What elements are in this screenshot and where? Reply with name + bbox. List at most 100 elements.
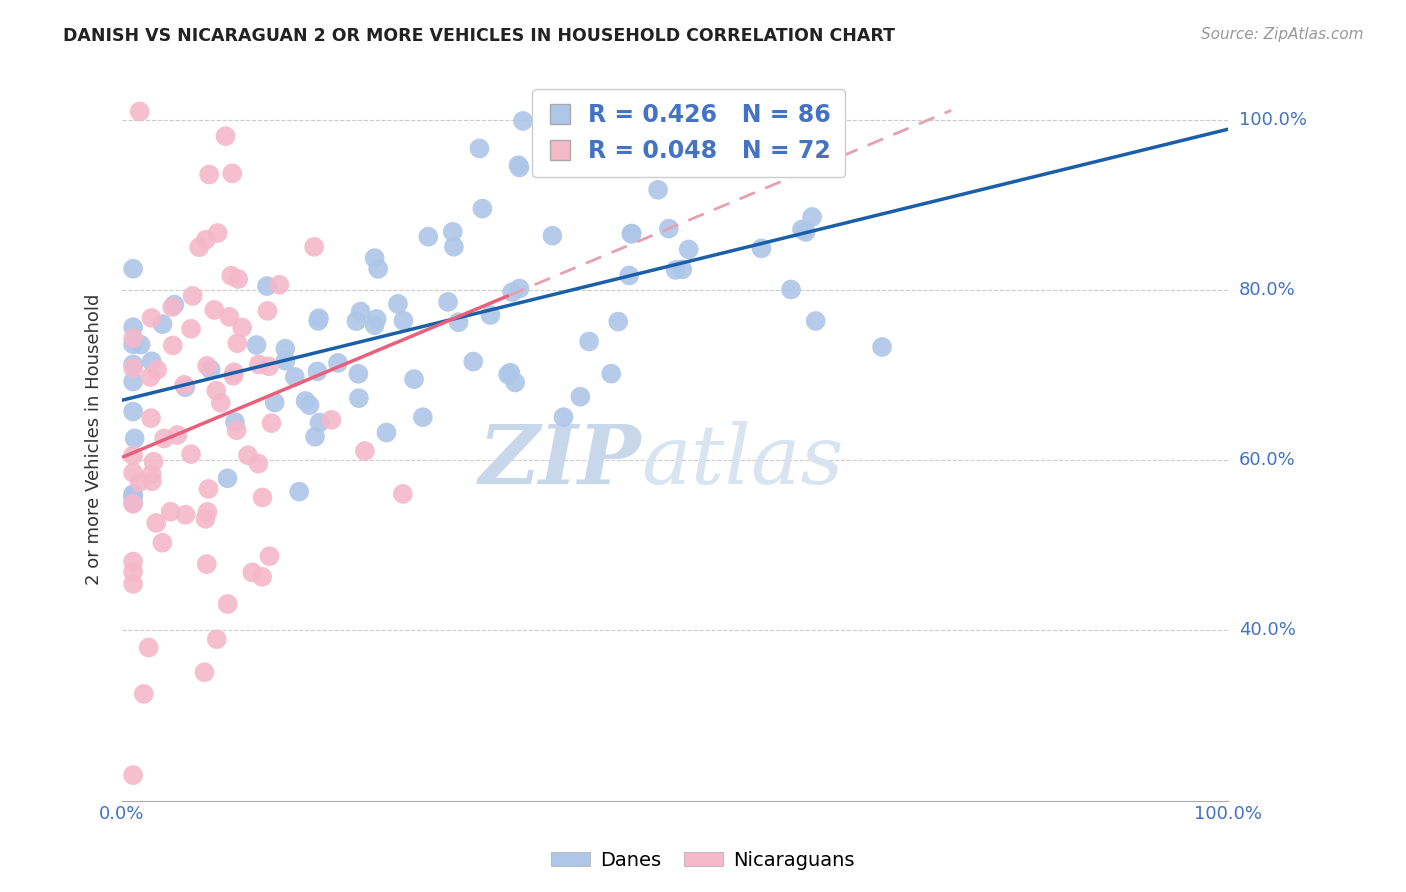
Point	[150, 535, 173, 549]
Point	[801, 210, 824, 224]
Point	[194, 233, 217, 247]
Point	[122, 449, 145, 463]
Point	[124, 432, 146, 446]
Point	[173, 377, 195, 392]
Point	[245, 338, 267, 352]
Point	[804, 314, 827, 328]
Point	[363, 318, 385, 333]
Point	[159, 505, 181, 519]
Point	[437, 294, 460, 309]
Point	[443, 240, 465, 254]
Point	[321, 413, 343, 427]
Point	[205, 632, 228, 647]
Point	[647, 183, 669, 197]
Point	[153, 432, 176, 446]
Point	[224, 415, 246, 429]
Point	[122, 497, 145, 511]
Point	[499, 366, 522, 380]
Point	[141, 474, 163, 488]
Point	[354, 444, 377, 458]
Point	[274, 342, 297, 356]
Point	[217, 471, 239, 485]
Point	[288, 484, 311, 499]
Point	[122, 768, 145, 782]
Point	[250, 570, 273, 584]
Point	[870, 340, 893, 354]
Point	[790, 222, 813, 236]
Point	[152, 317, 174, 331]
Point	[128, 475, 150, 489]
Point	[195, 557, 218, 571]
Point	[226, 272, 249, 286]
Point	[307, 364, 329, 378]
Point	[387, 297, 409, 311]
Point	[209, 396, 232, 410]
Point	[122, 496, 145, 510]
Point	[122, 489, 145, 503]
Point	[222, 368, 245, 383]
Point	[174, 508, 197, 522]
Point	[308, 311, 330, 326]
Point	[780, 283, 803, 297]
Point	[578, 334, 600, 349]
Point	[200, 362, 222, 376]
Point	[122, 487, 145, 501]
Point	[236, 448, 259, 462]
Point	[347, 367, 370, 381]
Point	[256, 303, 278, 318]
Point	[509, 281, 531, 295]
Point	[607, 315, 630, 329]
Point	[363, 251, 385, 265]
Text: atlas: atlas	[641, 421, 844, 500]
Point	[479, 308, 502, 322]
Point	[128, 104, 150, 119]
Point	[221, 166, 243, 180]
Point	[138, 640, 160, 655]
Point	[132, 687, 155, 701]
Point	[503, 376, 526, 390]
Point	[247, 358, 270, 372]
Point	[665, 263, 688, 277]
Point	[180, 322, 202, 336]
Point	[541, 228, 564, 243]
Point	[139, 411, 162, 425]
Point	[163, 298, 186, 312]
Text: ZIP: ZIP	[479, 421, 641, 500]
Point	[302, 240, 325, 254]
Point	[512, 114, 534, 128]
Point	[326, 356, 349, 370]
Point	[217, 597, 239, 611]
Point	[142, 455, 165, 469]
Point	[776, 119, 799, 133]
Point	[207, 226, 229, 240]
Point	[122, 331, 145, 345]
Point	[269, 277, 291, 292]
Point	[344, 314, 367, 328]
Point	[188, 240, 211, 254]
Point	[214, 129, 236, 144]
Point	[198, 168, 221, 182]
Point	[307, 314, 329, 328]
Point	[392, 487, 415, 501]
Point	[122, 404, 145, 418]
Point	[619, 268, 641, 283]
Point	[620, 227, 643, 241]
Point	[259, 549, 281, 564]
Point	[308, 416, 330, 430]
Point	[392, 314, 415, 328]
Point	[122, 466, 145, 480]
Point	[501, 285, 523, 300]
Point	[197, 505, 219, 519]
Point	[219, 268, 242, 283]
Point	[553, 410, 575, 425]
Point	[260, 416, 283, 430]
Point	[794, 225, 817, 239]
Point	[256, 279, 278, 293]
Point	[231, 320, 253, 334]
Point	[658, 221, 681, 235]
Point	[122, 554, 145, 568]
Point	[468, 141, 491, 155]
Point	[141, 354, 163, 368]
Y-axis label: 2 or more Vehicles in Household: 2 or more Vehicles in Household	[86, 293, 103, 585]
Point	[375, 425, 398, 440]
